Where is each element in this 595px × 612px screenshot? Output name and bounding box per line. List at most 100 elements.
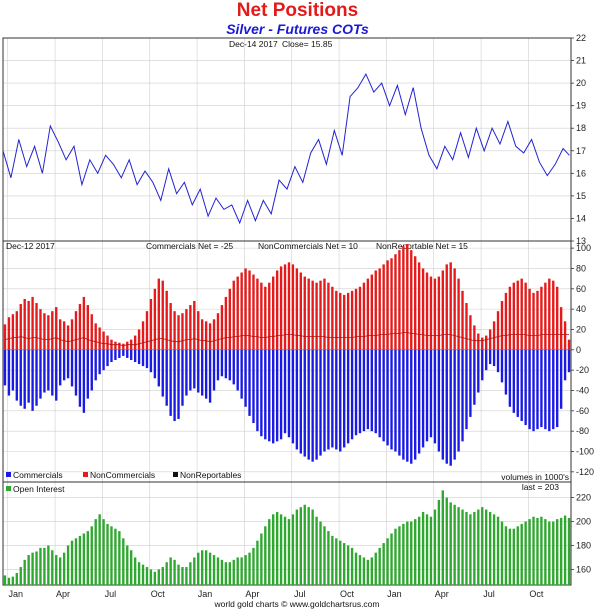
units-note: volumes in 1000's bbox=[501, 472, 569, 482]
commercials-bar bbox=[94, 349, 97, 381]
nonreportables-line bbox=[4, 332, 569, 347]
open-interest-bar bbox=[295, 509, 299, 585]
legend-swatch-nonreportables bbox=[173, 472, 178, 477]
y-tick-label: 200 bbox=[576, 517, 591, 527]
noncommercials-bar bbox=[504, 292, 508, 350]
commercials-bar bbox=[161, 349, 164, 397]
nonreportables-net-label: NonReportable Net = 15 bbox=[376, 241, 468, 251]
commercials-bar bbox=[66, 349, 70, 379]
y-tick-label: 13 bbox=[576, 236, 586, 246]
open-interest-bar bbox=[15, 573, 18, 585]
open-interest-bar bbox=[260, 533, 263, 585]
noncommercials-bar bbox=[82, 296, 86, 350]
noncommercials-bar bbox=[382, 264, 385, 350]
y-tick-label: 20 bbox=[576, 324, 586, 334]
noncommercials-bar bbox=[520, 278, 523, 350]
x-tick-label: Oct bbox=[151, 589, 166, 599]
commercials-bar bbox=[122, 349, 125, 356]
open-interest-bar bbox=[114, 528, 117, 585]
price-panel: Dec-14 2017 Close= 15.85 13 14 15 16 17 18 19 2… bbox=[2, 33, 586, 246]
noncommercials-bar bbox=[98, 327, 101, 350]
noncommercials-bar bbox=[256, 278, 259, 350]
commercials-bar bbox=[410, 349, 413, 464]
open-interest-bar bbox=[165, 562, 168, 585]
noncommercials-bar bbox=[315, 282, 318, 350]
y-tick-label: 22 bbox=[576, 33, 586, 43]
open-interest-bar bbox=[552, 521, 555, 585]
open-interest-bar bbox=[358, 555, 362, 585]
y-tick-label: 40 bbox=[576, 304, 586, 314]
open-interest-bar bbox=[11, 576, 15, 585]
commercials-bar bbox=[15, 349, 18, 401]
open-interest-bar bbox=[59, 557, 62, 585]
noncommercials-bar bbox=[248, 270, 251, 350]
open-interest-bar bbox=[240, 557, 243, 585]
commercials-bar bbox=[193, 349, 196, 389]
commercials-bar bbox=[260, 349, 263, 437]
y-tick-label: 0 bbox=[576, 345, 581, 355]
open-interest-bar bbox=[414, 519, 417, 585]
legend-label-commercials: Commercials bbox=[13, 470, 63, 480]
noncommercials-bar bbox=[59, 319, 62, 350]
noncommercials-bar bbox=[35, 303, 38, 350]
open-interest-bar bbox=[315, 516, 318, 585]
noncommercials-bar bbox=[339, 292, 342, 350]
open-interest-bar bbox=[212, 555, 216, 585]
noncommercials-bar bbox=[86, 305, 89, 350]
noncommercials-bar bbox=[496, 311, 500, 350]
commercials-bar bbox=[374, 349, 377, 434]
commercials-bar bbox=[402, 349, 405, 460]
noncommercials-bar bbox=[311, 280, 314, 350]
open-interest-bar bbox=[66, 545, 70, 585]
open-interest-bar bbox=[102, 519, 105, 585]
commercials-bar bbox=[82, 349, 86, 413]
open-interest-bar bbox=[394, 528, 397, 585]
commercials-bar bbox=[287, 349, 291, 438]
commercials-bar bbox=[173, 349, 176, 421]
open-interest-bar bbox=[567, 517, 571, 585]
noncommercials-bar bbox=[492, 321, 496, 350]
open-interest-bar bbox=[189, 562, 192, 585]
noncommercials-bar bbox=[544, 282, 547, 350]
commercials-bar bbox=[181, 349, 184, 406]
commercials-bar bbox=[157, 349, 160, 387]
y-tick-label: 19 bbox=[576, 101, 586, 111]
open-interest-bar bbox=[319, 521, 322, 585]
y-tick-label: 18 bbox=[576, 123, 586, 133]
open-interest-bar bbox=[185, 567, 188, 585]
y-tick-label: -80 bbox=[576, 426, 589, 436]
legend-label-open-interest: Open Interest bbox=[13, 484, 65, 494]
noncommercials-bar bbox=[307, 278, 310, 350]
open-interest-bar bbox=[110, 526, 113, 585]
open-interest-bar bbox=[275, 511, 279, 585]
noncommercials-bar bbox=[335, 290, 338, 350]
open-interest-bar bbox=[122, 538, 125, 585]
noncommercials-bar bbox=[469, 315, 472, 350]
noncommercials-bar bbox=[189, 305, 192, 350]
noncommercials-bar bbox=[228, 288, 231, 350]
commercials-bar bbox=[500, 349, 504, 383]
x-tick-label: Jan bbox=[387, 589, 402, 599]
commercials-bar bbox=[425, 349, 429, 442]
commercials-bar bbox=[461, 349, 464, 442]
commercials-bar bbox=[390, 349, 393, 450]
commercials-bar bbox=[47, 349, 50, 391]
noncommercials-bar bbox=[473, 325, 476, 350]
noncommercials-bar bbox=[488, 329, 492, 350]
open-interest-bar bbox=[55, 555, 58, 585]
noncommercials-bar bbox=[485, 335, 488, 350]
commercials-bar bbox=[55, 349, 58, 401]
commercials-bar bbox=[504, 349, 508, 395]
open-interest-bar bbox=[141, 564, 145, 585]
noncommercials-bar bbox=[141, 321, 145, 350]
open-interest-bar bbox=[563, 515, 567, 585]
oi-bars bbox=[3, 490, 571, 585]
open-interest-bar bbox=[331, 535, 334, 585]
commercials-bar bbox=[248, 349, 251, 416]
price-date-label: Dec-14 2017 bbox=[229, 39, 278, 49]
commercials-bar bbox=[149, 349, 153, 373]
commercials-bar bbox=[362, 349, 366, 432]
noncommercials-bar bbox=[441, 270, 444, 350]
open-interest-bar bbox=[390, 533, 393, 585]
commercials-bar bbox=[346, 349, 350, 444]
